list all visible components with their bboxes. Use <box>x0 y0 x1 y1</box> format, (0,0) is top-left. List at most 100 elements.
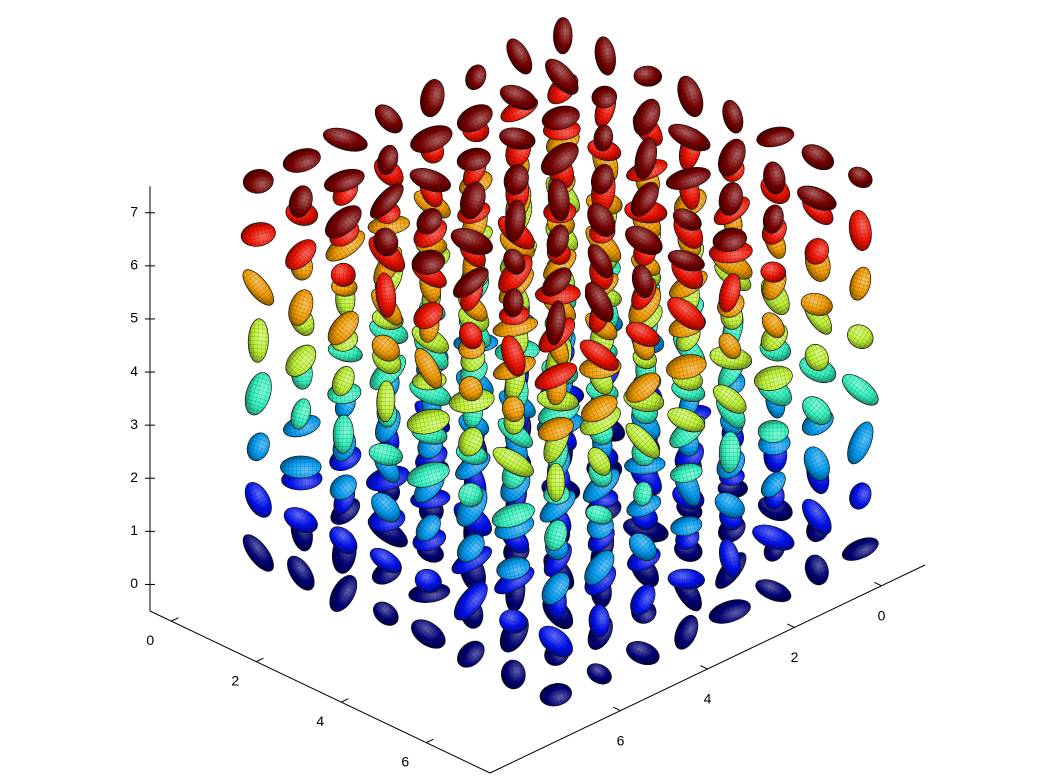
ellipsoid <box>283 507 318 534</box>
ellipsoid <box>670 462 703 484</box>
ellipsoid <box>457 640 485 668</box>
ellipsoid <box>545 58 579 95</box>
ellipsoid <box>591 85 618 109</box>
ellipsoid <box>247 318 269 363</box>
ellipsoid <box>288 289 314 327</box>
ellipsoid <box>625 322 660 347</box>
ellipsoid <box>414 348 443 389</box>
ellipsoid <box>491 502 535 528</box>
ellipsoid <box>625 422 661 459</box>
ellipsoid <box>534 362 577 390</box>
x-tick <box>341 698 349 703</box>
ellipsoid <box>712 227 747 252</box>
ellipsoid <box>677 75 704 118</box>
ellipsoid <box>415 514 441 542</box>
ellipsoid <box>456 533 485 563</box>
ellipsoid <box>458 427 484 457</box>
ellipsoid <box>547 178 570 222</box>
ellipsoid <box>633 481 653 507</box>
ellipsoid <box>581 394 618 423</box>
ellipsoid <box>414 568 442 593</box>
y-tick <box>874 581 882 587</box>
ellipsoid <box>804 554 829 586</box>
ellipsoid <box>717 138 746 177</box>
ellipsoid <box>416 207 443 235</box>
ellipsoid <box>406 461 450 488</box>
ellipsoid <box>330 262 356 287</box>
ellipsoid <box>667 407 706 433</box>
z-tick-label: 1 <box>130 522 138 538</box>
ellipsoid <box>628 532 657 561</box>
ellipsoid <box>718 332 742 360</box>
ellipsoid <box>373 227 399 257</box>
ellipsoid <box>374 104 403 134</box>
ellipsoid <box>797 185 837 211</box>
ellipsoid <box>503 164 529 195</box>
ellipsoid <box>411 619 446 649</box>
ellipsoid <box>327 311 359 345</box>
ellipsoid <box>803 446 830 481</box>
ellipsoid <box>369 547 402 574</box>
ellipsoid <box>411 249 445 275</box>
ellipsoid <box>242 534 274 572</box>
ellipsoid <box>376 380 396 423</box>
ellipsoid <box>841 537 879 561</box>
y-tick <box>613 706 621 712</box>
ellipsoid <box>802 498 832 535</box>
ellipsoid <box>667 297 706 331</box>
ellipsoid <box>666 354 707 380</box>
ellipsoid <box>371 334 400 362</box>
ellipsoid <box>371 492 401 523</box>
ellipsoid <box>452 267 489 298</box>
ellipsoid <box>492 446 534 478</box>
z-tick-label: 2 <box>130 469 138 485</box>
ellipsoid <box>587 447 611 476</box>
ellipsoid <box>718 538 741 578</box>
ellipsoid <box>847 421 874 465</box>
ellipsoid <box>848 210 872 251</box>
ellipsoid <box>625 225 663 255</box>
ellipsoid <box>584 282 614 323</box>
ellipsoid <box>504 199 526 242</box>
ellipsoid <box>290 398 311 430</box>
z-tick-label: 0 <box>130 575 138 591</box>
ellipsoid <box>285 344 317 377</box>
ellipsoid <box>626 641 660 666</box>
x-axis-line <box>149 610 491 774</box>
ellipsoid <box>459 181 486 220</box>
x-tick <box>256 657 264 663</box>
y-tick-label: 0 <box>878 608 886 624</box>
z-tick-label: 3 <box>130 416 138 432</box>
ellipsoid <box>242 169 274 194</box>
ellipsoid <box>323 168 365 193</box>
ellipsoid <box>847 324 874 350</box>
ellipsoid <box>668 123 711 152</box>
z-tick-label: 7 <box>130 203 138 219</box>
ellipsoid <box>848 166 873 189</box>
ellipsoid <box>584 550 615 586</box>
ellipsoid <box>802 396 832 425</box>
ellipsoid <box>246 432 270 462</box>
y-tick <box>700 665 708 670</box>
ellipsoid <box>849 266 872 301</box>
ellipsoid <box>667 249 705 272</box>
ellipsoid <box>625 372 661 403</box>
y-tick-label: 4 <box>704 691 712 707</box>
ellipsoid <box>762 204 784 234</box>
ellipsoid <box>800 292 833 316</box>
ellipsoid <box>368 443 403 466</box>
ellipsoid <box>585 504 613 525</box>
ellipsoid <box>630 584 656 616</box>
ellipsoid <box>288 185 313 218</box>
ellipsoid <box>287 555 315 591</box>
x-tick <box>171 617 179 622</box>
ellipsoid <box>760 261 787 283</box>
ellipsoid <box>244 372 272 416</box>
ellipsoid <box>240 222 276 247</box>
ellipsoids <box>240 17 879 707</box>
ellipsoid <box>370 183 404 219</box>
ellipsoid <box>593 124 614 152</box>
ellipsoid <box>755 579 792 603</box>
